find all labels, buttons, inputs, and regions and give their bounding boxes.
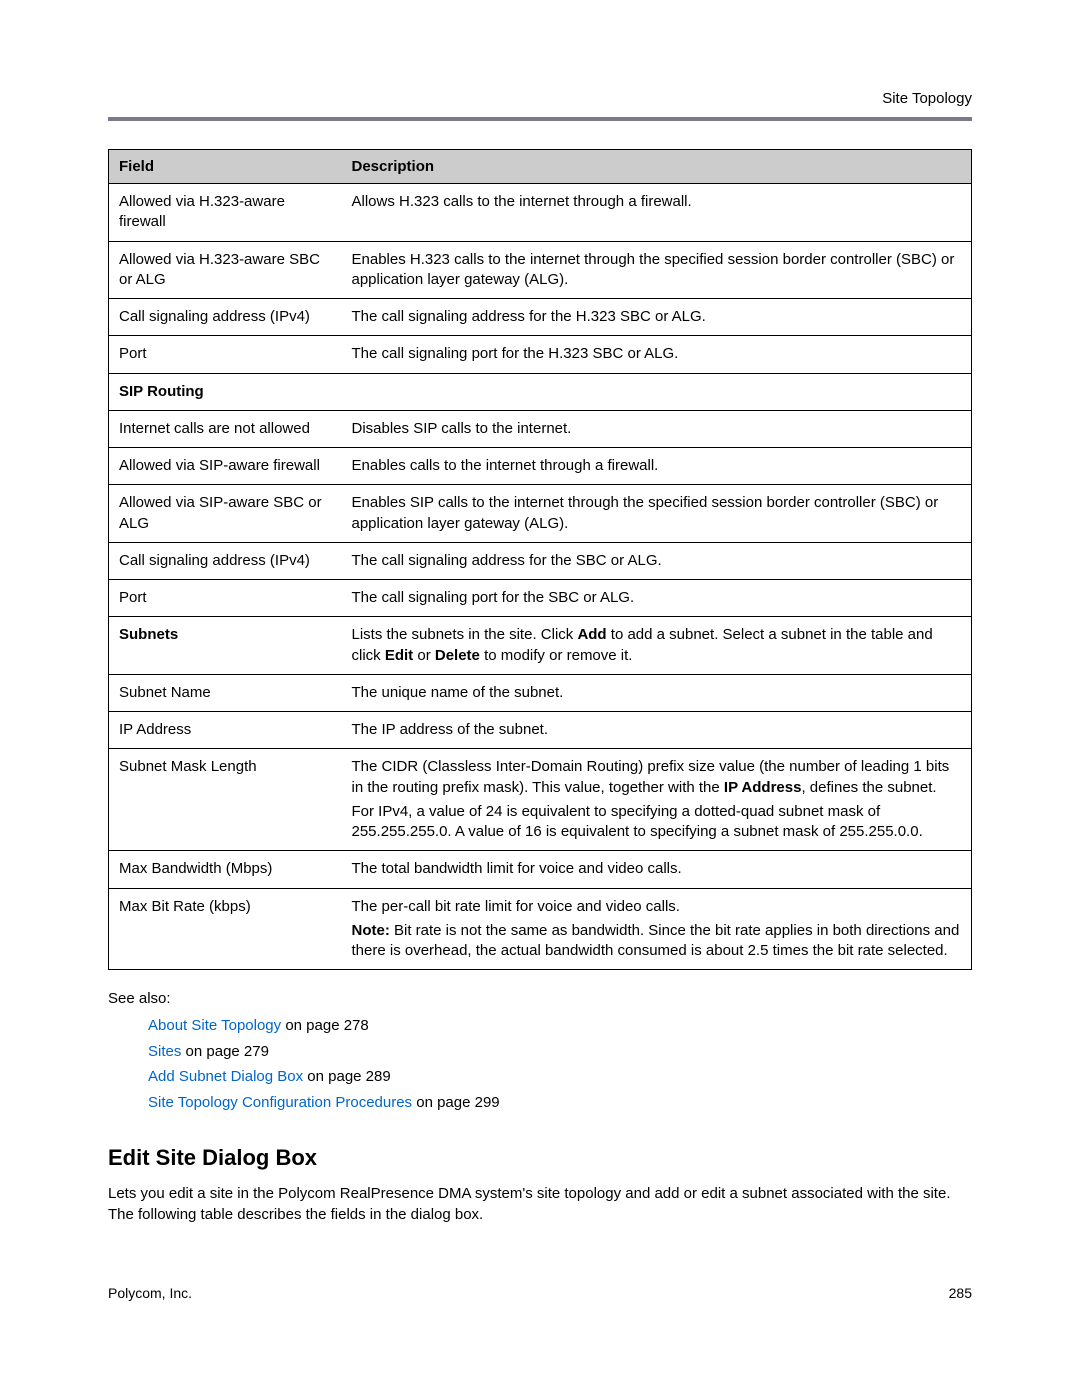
reference-line: About Site Topology on page 278: [148, 1013, 972, 1039]
footer-page-number: 285: [949, 1285, 972, 1301]
table-row: PortThe call signaling port for the H.32…: [109, 336, 972, 373]
description-cell: The CIDR (Classless Inter-Domain Routing…: [342, 749, 972, 851]
table-row: Call signaling address (IPv4)The call si…: [109, 299, 972, 336]
field-cell: Port: [109, 336, 342, 373]
field-cell: Subnet Name: [109, 674, 342, 711]
field-cell: Call signaling address (IPv4): [109, 542, 342, 579]
field-cell: Subnet Mask Length: [109, 749, 342, 851]
reference-link[interactable]: Add Subnet Dialog Box: [148, 1068, 303, 1085]
field-cell: Subnets: [109, 617, 342, 675]
reference-link[interactable]: Sites: [148, 1043, 181, 1060]
fields-table: Field Description Allowed via H.323-awar…: [108, 149, 972, 970]
table-row: Call signaling address (IPv4)The call si…: [109, 542, 972, 579]
description-cell: Lists the subnets in the site. Click Add…: [342, 617, 972, 675]
description-cell: The per-call bit rate limit for voice an…: [342, 888, 972, 970]
section-header-cell: SIP Routing: [109, 373, 972, 410]
field-cell: Max Bit Rate (kbps): [109, 888, 342, 970]
description-cell: Enables H.323 calls to the internet thro…: [342, 241, 972, 299]
description-cell: The call signaling address for the H.323…: [342, 299, 972, 336]
description-cell: The call signaling address for the SBC o…: [342, 542, 972, 579]
page-footer: Polycom, Inc. 285: [108, 1285, 972, 1301]
table-row: Subnet Mask LengthThe CIDR (Classless In…: [109, 749, 972, 851]
col-header-field: Field: [109, 150, 342, 184]
col-header-description: Description: [342, 150, 972, 184]
see-also-list: About Site Topology on page 278Sites on …: [148, 1013, 972, 1115]
reference-link[interactable]: Site Topology Configuration Procedures: [148, 1094, 412, 1111]
reference-suffix: on page 278: [281, 1017, 369, 1034]
field-cell: Allowed via SIP-aware firewall: [109, 448, 342, 485]
reference-line: Sites on page 279: [148, 1039, 972, 1065]
breadcrumb: Site Topology: [108, 90, 972, 107]
description-cell: Allows H.323 calls to the internet throu…: [342, 184, 972, 242]
field-cell: Allowed via SIP-aware SBC or ALG: [109, 485, 342, 543]
field-cell: IP Address: [109, 712, 342, 749]
table-row: Internet calls are not allowedDisables S…: [109, 410, 972, 447]
description-cell: The IP address of the subnet.: [342, 712, 972, 749]
field-cell: Internet calls are not allowed: [109, 410, 342, 447]
see-also-label: See also:: [108, 990, 972, 1007]
header-rule: [108, 117, 972, 121]
table-row: Subnet NameThe unique name of the subnet…: [109, 674, 972, 711]
footer-left: Polycom, Inc.: [108, 1285, 192, 1301]
table-row: SubnetsLists the subnets in the site. Cl…: [109, 617, 972, 675]
description-cell: The call signaling port for the H.323 SB…: [342, 336, 972, 373]
reference-line: Add Subnet Dialog Box on page 289: [148, 1064, 972, 1090]
description-cell: The call signaling port for the SBC or A…: [342, 580, 972, 617]
table-row: Allowed via H.323-aware SBC or ALGEnable…: [109, 241, 972, 299]
description-cell: Disables SIP calls to the internet.: [342, 410, 972, 447]
description-cell: The total bandwidth limit for voice and …: [342, 851, 972, 888]
field-cell: Allowed via H.323-aware SBC or ALG: [109, 241, 342, 299]
table-row: Allowed via H.323-aware firewallAllows H…: [109, 184, 972, 242]
reference-link[interactable]: About Site Topology: [148, 1017, 281, 1034]
description-cell: Enables calls to the internet through a …: [342, 448, 972, 485]
reference-suffix: on page 299: [412, 1094, 500, 1111]
table-row: Max Bit Rate (kbps)The per-call bit rate…: [109, 888, 972, 970]
reference-line: Site Topology Configuration Procedures o…: [148, 1090, 972, 1116]
description-cell: Enables SIP calls to the internet throug…: [342, 485, 972, 543]
table-row: Max Bandwidth (Mbps)The total bandwidth …: [109, 851, 972, 888]
description-cell: The unique name of the subnet.: [342, 674, 972, 711]
section-body: Lets you edit a site in the Polycom Real…: [108, 1183, 972, 1225]
table-row: Allowed via SIP-aware SBC or ALGEnables …: [109, 485, 972, 543]
table-row: Allowed via SIP-aware firewallEnables ca…: [109, 448, 972, 485]
table-row: IP AddressThe IP address of the subnet.: [109, 712, 972, 749]
field-cell: Max Bandwidth (Mbps): [109, 851, 342, 888]
field-cell: Call signaling address (IPv4): [109, 299, 342, 336]
table-row: SIP Routing: [109, 373, 972, 410]
field-cell: Allowed via H.323-aware firewall: [109, 184, 342, 242]
reference-suffix: on page 289: [303, 1068, 391, 1085]
section-title: Edit Site Dialog Box: [108, 1145, 972, 1171]
field-cell: Port: [109, 580, 342, 617]
reference-suffix: on page 279: [181, 1043, 269, 1060]
table-row: PortThe call signaling port for the SBC …: [109, 580, 972, 617]
